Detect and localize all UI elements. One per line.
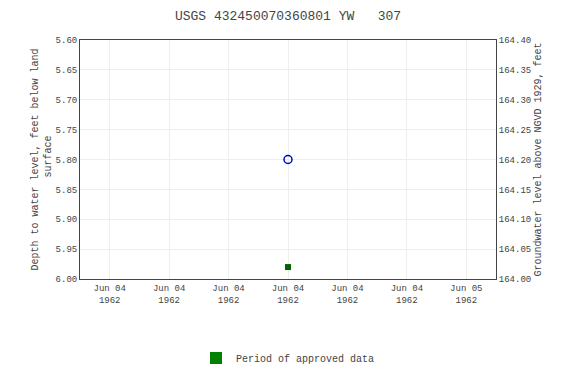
svg-text:Period of approved data: Period of approved data xyxy=(236,354,374,365)
svg-text:164.35: 164.35 xyxy=(499,66,531,76)
svg-text:5.75: 5.75 xyxy=(56,126,78,136)
svg-text:164.40: 164.40 xyxy=(499,36,531,46)
svg-text:5.60: 5.60 xyxy=(56,36,78,46)
svg-text:164.15: 164.15 xyxy=(499,186,531,196)
svg-text:164.20: 164.20 xyxy=(499,156,531,166)
svg-text:164.10: 164.10 xyxy=(499,215,531,225)
svg-text:Jun 051962: Jun 051962 xyxy=(450,284,482,306)
svg-text:Jun 041962: Jun 041962 xyxy=(94,284,126,306)
svg-text:164.05: 164.05 xyxy=(499,245,531,255)
svg-text:Jun 041962: Jun 041962 xyxy=(212,284,244,306)
svg-text:USGS 432450070360801 YW 307: USGS 432450070360801 YW 307 xyxy=(175,9,401,24)
svg-text:5.85: 5.85 xyxy=(56,186,78,196)
svg-text:5.65: 5.65 xyxy=(56,66,78,76)
svg-text:5.70: 5.70 xyxy=(56,96,78,106)
svg-text:6.00: 6.00 xyxy=(56,275,78,285)
svg-text:Jun 041962: Jun 041962 xyxy=(153,284,185,306)
svg-text:Groundwater level above NGVD 1: Groundwater level above NGVD 1929, feet xyxy=(533,42,544,276)
svg-text:Jun 041962: Jun 041962 xyxy=(391,284,423,306)
svg-text:5.95: 5.95 xyxy=(56,245,78,255)
svg-text:164.25: 164.25 xyxy=(499,126,531,136)
svg-text:164.00: 164.00 xyxy=(499,275,531,285)
svg-text:Depth to water level, feet bel: Depth to water level, feet below land su… xyxy=(30,48,54,270)
svg-text:5.80: 5.80 xyxy=(56,156,78,166)
svg-text:Jun 041962: Jun 041962 xyxy=(331,284,363,306)
svg-text:5.90: 5.90 xyxy=(56,215,78,225)
svg-text:164.30: 164.30 xyxy=(499,96,531,106)
svg-text:Jun 041962: Jun 041962 xyxy=(272,284,304,306)
